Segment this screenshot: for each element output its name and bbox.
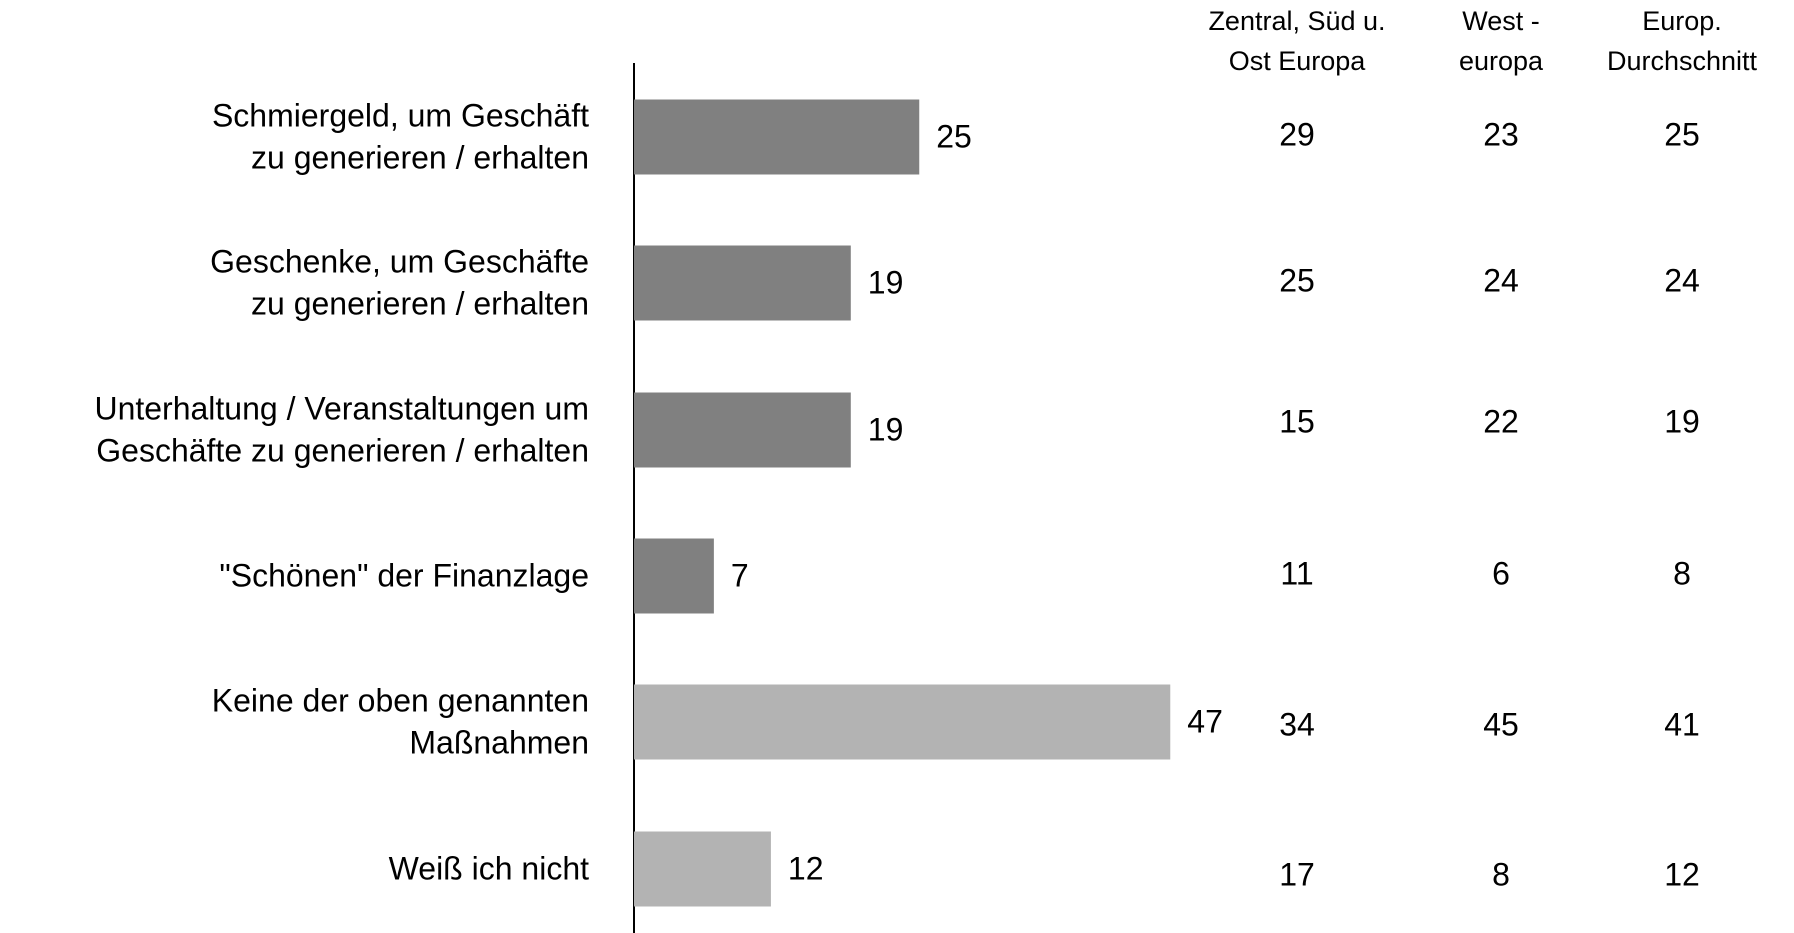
- category-label: zu generieren / erhalten: [251, 139, 589, 175]
- column-header: europa: [1459, 46, 1544, 76]
- category-label: zu generieren / erhalten: [251, 285, 589, 321]
- value-label: 19: [868, 411, 904, 447]
- category-label: Keine der oben genannten: [212, 682, 589, 718]
- value-label: 47: [1187, 703, 1223, 739]
- table-cell: 22: [1483, 403, 1519, 439]
- value-label: 7: [731, 557, 749, 593]
- column-header: Europ.: [1642, 6, 1722, 36]
- category-label: "Schönen" der Finanzlage: [219, 557, 589, 593]
- table-cell: 8: [1492, 856, 1510, 892]
- table-cell: 24: [1664, 262, 1700, 298]
- table-cell: 15: [1279, 403, 1315, 439]
- value-label: 25: [936, 118, 972, 154]
- table-cell: 45: [1483, 706, 1519, 742]
- column-header: Zentral, Süd u.: [1208, 6, 1385, 36]
- table-cell: 25: [1279, 262, 1315, 298]
- category-label: Geschenke, um Geschäfte: [210, 243, 589, 279]
- table-cell: 11: [1280, 555, 1313, 591]
- column-header: West -: [1462, 6, 1540, 36]
- bar: [634, 831, 771, 907]
- table-cell: 12: [1664, 856, 1700, 892]
- table-cell: 25: [1664, 116, 1700, 152]
- table-cell: 17: [1279, 856, 1315, 892]
- table-cell: 29: [1279, 116, 1315, 152]
- category-label: Geschäfte zu generieren / erhalten: [96, 432, 589, 468]
- value-label: 12: [788, 850, 824, 886]
- bar: [634, 684, 1171, 760]
- column-header: Durchschnitt: [1607, 46, 1758, 76]
- table-cell: 23: [1483, 116, 1519, 152]
- bar: [634, 99, 920, 175]
- table-cell: 6: [1492, 555, 1510, 591]
- column-header: Ost Europa: [1229, 46, 1367, 76]
- category-label: Weiß ich nicht: [389, 850, 589, 886]
- table-cell: 41: [1664, 706, 1700, 742]
- value-label: 19: [868, 264, 904, 300]
- bar: [634, 538, 714, 614]
- category-label: Schmiergeld, um Geschäft: [212, 97, 589, 133]
- table-cell: 8: [1673, 555, 1691, 591]
- category-label: Unterhaltung / Veranstaltungen um: [94, 390, 589, 426]
- bar: [634, 392, 851, 468]
- table-cell: 19: [1664, 403, 1700, 439]
- table-cell: 34: [1279, 706, 1315, 742]
- category-label: Maßnahmen: [409, 724, 589, 760]
- table-cell: 24: [1483, 262, 1519, 298]
- bar: [634, 245, 851, 321]
